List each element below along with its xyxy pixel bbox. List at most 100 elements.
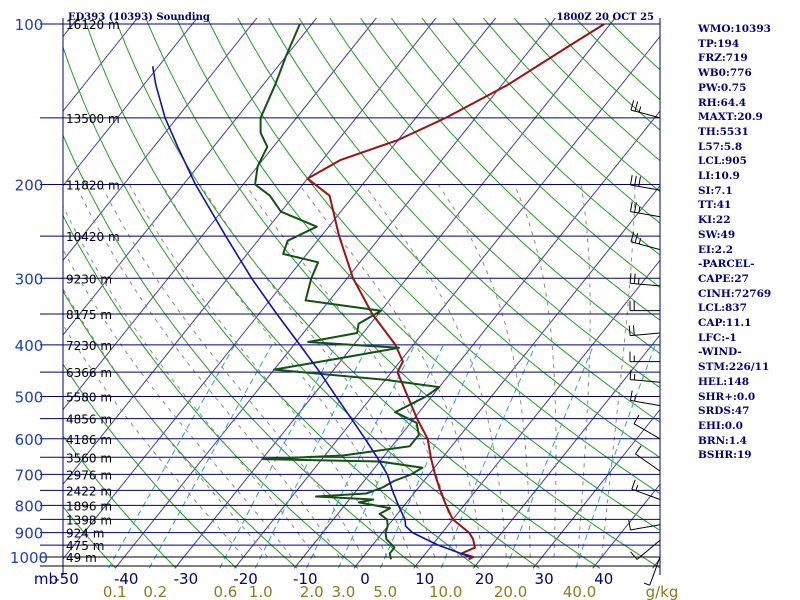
wind-barb-flag <box>638 207 641 214</box>
mixing-ratio-label: 0.1 <box>103 583 127 600</box>
wind-barb-staff <box>630 282 661 287</box>
wind-barb-staff <box>630 332 661 337</box>
index-item: LFC:-1 <box>698 331 737 344</box>
wind-barb <box>629 201 661 218</box>
wind-barb <box>629 300 660 312</box>
index-item: LI:10.9 <box>698 170 740 183</box>
wind-barb-flag <box>629 369 632 380</box>
wind-barb-staff <box>631 488 661 500</box>
index-item: TH:5531 <box>698 125 749 138</box>
isotherm-line <box>63 18 377 411</box>
mixing-ratio-label: 5.0 <box>373 583 397 600</box>
wind-barb-staff <box>630 379 661 383</box>
dry-adiabat-line <box>114 18 601 569</box>
index-item: LCL:905 <box>698 155 747 168</box>
index-item: BSHR:19 <box>698 449 752 462</box>
dry-adiabat-line <box>63 214 359 569</box>
wind-barb-staff <box>630 211 661 218</box>
isobar-lines <box>40 18 661 575</box>
moist-adiabat-line <box>128 184 388 558</box>
pressure-label: 300 <box>15 270 44 288</box>
moist-adiabat-line <box>100 184 364 558</box>
index-item: SI:7.1 <box>698 184 733 197</box>
pressure-label: 900 <box>15 525 44 543</box>
height-label: 16120 m <box>66 18 120 32</box>
mixing-ratio-line <box>440 344 537 569</box>
wind-barb <box>629 175 661 191</box>
height-label: 13500 m <box>66 112 120 126</box>
diagram-grid <box>63 18 660 569</box>
dry-adiabat-line <box>63 290 298 569</box>
height-label: 1398 m <box>66 513 112 527</box>
index-item: CINH:72769 <box>698 287 772 300</box>
sounding-curves <box>151 23 605 561</box>
wind-barb-staff <box>630 184 661 191</box>
temp-tick-label: 20 <box>475 570 494 588</box>
mixing-ratio-label: 3.0 <box>331 583 355 600</box>
wind-barb-flag <box>637 277 640 285</box>
wind-barb-flag <box>638 176 641 187</box>
index-item: SRDS:47 <box>698 405 750 418</box>
index-item: EHI:0.0 <box>698 419 743 432</box>
pressure-label: 400 <box>15 337 44 355</box>
index-item: WB0:776 <box>698 67 752 80</box>
wind-barb-flag <box>630 100 635 111</box>
wind-barb-flag <box>632 325 635 336</box>
dry-adiabat-line <box>63 435 177 569</box>
height-label: 6366 m <box>66 366 112 380</box>
wind-barb-staff <box>630 399 661 407</box>
wind-barb-staff <box>649 556 661 586</box>
index-item: HEL:148 <box>698 375 750 388</box>
index-item: L57:5.8 <box>698 140 743 153</box>
pressure-label: 1000 <box>10 549 48 567</box>
height-label: 1896 m <box>66 499 112 513</box>
height-label: 4856 m <box>66 413 112 427</box>
wind-barb-flag <box>629 390 633 401</box>
wind-barb-flag <box>629 175 633 186</box>
mixing-ratio-line <box>306 344 416 569</box>
index-item: LCL:837 <box>698 302 747 315</box>
index-item: SW:49 <box>698 228 736 241</box>
mixing-ratio-line <box>148 344 273 569</box>
wind-barb-staff <box>630 524 661 531</box>
wind-barb-staff <box>630 109 661 119</box>
wind-barb-flag <box>635 484 639 491</box>
temp-tick-label: -50 <box>54 570 79 588</box>
mb-label: mb <box>34 570 58 588</box>
wind-barb-flag <box>638 106 642 113</box>
wind-barb <box>630 539 661 560</box>
wind-barb-flag <box>634 233 639 244</box>
wind-barb <box>630 100 661 119</box>
wind-barb <box>628 520 661 531</box>
wind-barb-flag <box>633 414 640 425</box>
index-item: FRZ:719 <box>698 52 748 65</box>
height-label: 475 m <box>66 539 104 553</box>
sounding-time: 1800Z 20 OCT 25 <box>556 12 654 23</box>
wind-barb <box>629 273 661 287</box>
isotherm-line <box>174 18 616 569</box>
wind-barb-flag <box>634 202 637 213</box>
height-label: 11820 m <box>66 178 120 192</box>
height-label: 49 m <box>66 551 97 565</box>
mixing-ratio-label: 10.0 <box>429 583 462 600</box>
wind-barb-flag <box>634 175 637 186</box>
temp-tick-label: 30 <box>535 570 554 588</box>
temp-tick-label: -20 <box>233 570 258 588</box>
wind-barb-flag <box>635 445 642 455</box>
wind-barb <box>633 414 661 440</box>
wind-barb-flag <box>629 273 632 284</box>
wind-barb-staff <box>633 423 661 440</box>
index-item: EI:2.2 <box>698 243 734 256</box>
isotherm-line <box>234 35 660 569</box>
temp-tick-label: -10 <box>293 570 318 588</box>
index-item: RH:64.4 <box>698 96 747 109</box>
height-label: 8175 m <box>66 308 112 322</box>
wind-barb-flag <box>628 325 631 336</box>
height-label: 2422 m <box>66 484 112 498</box>
moist-adiabat-line <box>63 287 268 558</box>
pressure-label: 700 <box>15 466 44 484</box>
mixing-ratio-label: 20.0 <box>494 583 527 600</box>
isotherm-line <box>63 18 258 262</box>
wind-barb-flag <box>630 551 638 560</box>
indices-panel: WMO:10393 TP:194 FRZ:719 WB0:776 PW:0.75 RH:6… <box>698 22 800 463</box>
